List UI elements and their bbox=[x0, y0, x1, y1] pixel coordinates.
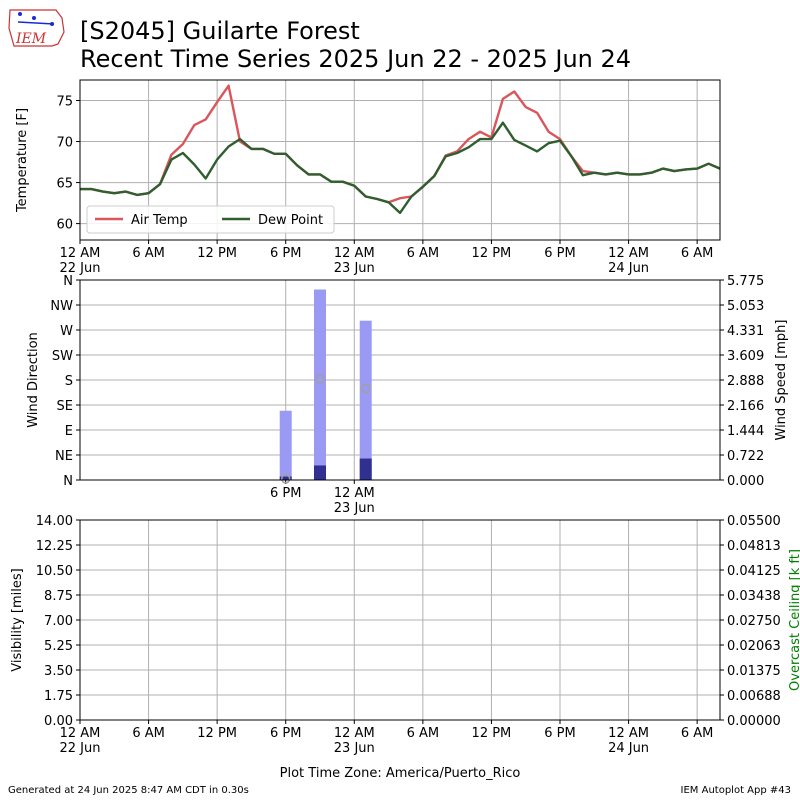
vis-x-tick-label: 12 PM bbox=[472, 726, 512, 741]
wind-speed-tick-label: 2.888 bbox=[727, 374, 764, 389]
visibility-tick-label: 14.00 bbox=[36, 514, 73, 529]
wind-speed-bar bbox=[314, 289, 326, 480]
temp-y-tick-label: 70 bbox=[56, 136, 73, 151]
vis-x-tick-label: 12 AM bbox=[334, 726, 375, 741]
temp-y-tick-label: 65 bbox=[56, 177, 73, 192]
vis-x-tick-label: 6 PM bbox=[270, 726, 301, 741]
legend-label: Air Temp bbox=[131, 213, 188, 228]
wind-speed-tick-label: 5.775 bbox=[727, 274, 764, 289]
wind-direction-marker bbox=[360, 383, 371, 394]
vis-x-tick-date: 22 Jun bbox=[60, 741, 101, 756]
wind-speed-tick-label: 0.722 bbox=[727, 449, 764, 464]
vis-x-tick-label: 12 PM bbox=[197, 726, 237, 741]
ceiling-tick-label: 0.00688 bbox=[727, 689, 781, 704]
wind-x-tick-label: 12 AM bbox=[334, 486, 375, 501]
ceiling-tick-label: 0.01375 bbox=[727, 664, 781, 679]
wind-direction-marker bbox=[280, 474, 291, 484]
vis-x-tick-label: 6 AM bbox=[407, 726, 440, 741]
wind-direction-axis-label: Wind Direction bbox=[26, 332, 41, 428]
vis-x-tick-date: 23 Jun bbox=[334, 741, 375, 756]
wind-speed-tick-label: 1.444 bbox=[727, 424, 764, 439]
wind-speed-axis-label: Wind Speed [mph] bbox=[774, 320, 789, 441]
wind-speed-tick-label: 2.166 bbox=[727, 399, 764, 414]
temp-x-tick-date: 24 Jun bbox=[608, 261, 649, 276]
wind-speed-tick-label: 5.053 bbox=[727, 299, 764, 314]
ceiling-tick-label: 0.02063 bbox=[727, 639, 781, 654]
chart-title-station: [S2045] Guilarte Forest bbox=[80, 17, 360, 45]
visibility-tick-label: 8.75 bbox=[44, 589, 73, 604]
visibility-tick-label: 0.00 bbox=[44, 714, 73, 729]
vis-x-tick-label: 6 AM bbox=[132, 726, 165, 741]
temp-y-tick-label: 60 bbox=[56, 218, 73, 233]
wind-direction-tick-label: W bbox=[60, 324, 73, 339]
visibility-tick-label: 3.50 bbox=[44, 664, 73, 679]
ceiling-tick-label: 0.00000 bbox=[727, 714, 781, 729]
wind-speed-bar bbox=[359, 320, 372, 480]
dew-point-line bbox=[80, 121, 721, 215]
wind-direction-tick-label: S bbox=[65, 374, 73, 389]
vis-x-tick-label: 6 AM bbox=[681, 726, 714, 741]
ceiling-tick-label: 0.04125 bbox=[727, 564, 781, 579]
temp-x-tick-label: 12 AM bbox=[334, 246, 375, 261]
wind-gust-bar bbox=[314, 465, 326, 480]
wind-speed-tick-label: 3.609 bbox=[727, 349, 764, 364]
vis-plot-frame bbox=[79, 519, 721, 721]
visibility-tick-label: 1.75 bbox=[44, 689, 73, 704]
temp-x-tick-label: 12 AM bbox=[608, 246, 649, 261]
vis-x-tick-label: 12 AM bbox=[60, 726, 101, 741]
visibility-axis-label: Visibility [miles] bbox=[10, 568, 25, 671]
ceiling-tick-label: 0.02750 bbox=[727, 614, 781, 629]
wind-direction-tick-label: NE bbox=[55, 449, 73, 464]
wind-speed-bar bbox=[279, 410, 292, 480]
visibility-tick-label: 12.25 bbox=[36, 539, 73, 554]
wind-speed-tick-label: 0.000 bbox=[727, 474, 764, 489]
temp-x-tick-label: 6 PM bbox=[544, 246, 575, 261]
logo-text: IEM bbox=[15, 31, 47, 47]
visibility-tick-label: 5.25 bbox=[44, 639, 73, 654]
wind-direction-tick-label: SW bbox=[52, 349, 73, 364]
wind-direction-tick-label: E bbox=[65, 424, 73, 439]
wind-plot-frame bbox=[79, 279, 721, 481]
visibility-tick-label: 10.50 bbox=[36, 564, 73, 579]
temp-x-tick-label: 12 PM bbox=[472, 246, 512, 261]
temp-x-tick-date: 23 Jun bbox=[334, 261, 375, 276]
app-credit: IEM Autoplot App #43 bbox=[680, 785, 791, 796]
temp-x-tick-label: 12 PM bbox=[197, 246, 237, 261]
iem-logo: IEM bbox=[6, 6, 68, 54]
temp-y-tick-label: 75 bbox=[56, 95, 73, 110]
wind-x-tick-date: 23 Jun bbox=[334, 501, 375, 516]
generated-note: Generated at 24 Jun 2025 8:47 AM CDT in … bbox=[8, 785, 249, 796]
vis-x-tick-label: 6 PM bbox=[544, 726, 575, 741]
legend-label: Dew Point bbox=[258, 213, 323, 228]
ceiling-axis-label: Overcast Ceiling [k ft] bbox=[788, 549, 800, 691]
wind-gust-bar bbox=[279, 476, 292, 480]
wind-gust-bar bbox=[359, 458, 372, 480]
time-zone-axis-label: Plot Time Zone: America/Puerto_Rico bbox=[280, 766, 521, 781]
wind-speed-tick-label: 4.331 bbox=[727, 324, 764, 339]
temp-plot-frame bbox=[79, 79, 721, 241]
temp-x-tick-label: 6 AM bbox=[681, 246, 714, 261]
temp-x-tick-label: 6 AM bbox=[132, 246, 165, 261]
temp-legend-box bbox=[86, 205, 335, 234]
wind-direction-marker bbox=[315, 374, 325, 384]
wind-direction-tick-label: NW bbox=[50, 299, 73, 314]
ceiling-tick-label: 0.03438 bbox=[727, 589, 781, 604]
temp-x-tick-label: 12 AM bbox=[60, 246, 101, 261]
wind-direction-tick-label: N bbox=[63, 474, 73, 489]
ceiling-tick-label: 0.04813 bbox=[727, 539, 781, 554]
temp-y-axis-label: Temperature [F] bbox=[15, 108, 30, 213]
vis-x-tick-label: 12 AM bbox=[608, 726, 649, 741]
ceiling-tick-label: 0.05500 bbox=[727, 514, 781, 529]
air-temp-line bbox=[80, 84, 721, 204]
wind-direction-tick-label: SE bbox=[57, 399, 73, 414]
vis-x-tick-date: 24 Jun bbox=[608, 741, 649, 756]
temp-x-tick-label: 6 PM bbox=[270, 246, 301, 261]
wind-direction-tick-label: N bbox=[63, 274, 73, 289]
temp-x-tick-label: 6 AM bbox=[407, 246, 440, 261]
temp-x-tick-date: 22 Jun bbox=[60, 261, 101, 276]
wind-x-tick-label: 6 PM bbox=[270, 486, 301, 501]
visibility-tick-label: 7.00 bbox=[44, 614, 73, 629]
chart-title-range: Recent Time Series 2025 Jun 22 - 2025 Ju… bbox=[80, 45, 632, 73]
